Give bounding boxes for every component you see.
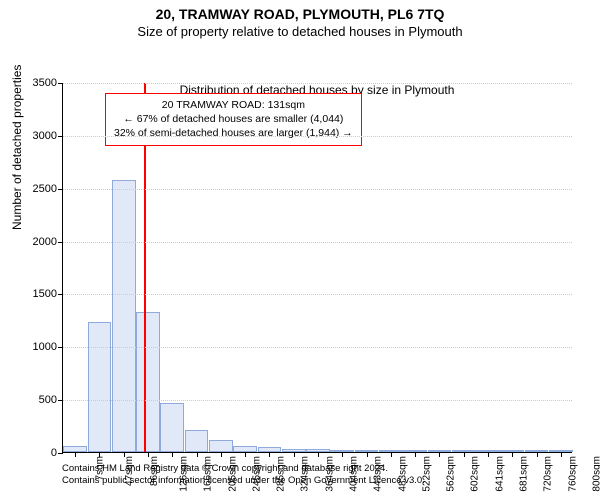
ytick-label: 1000 bbox=[33, 341, 57, 353]
xtick-label: 126sqm bbox=[179, 456, 190, 492]
histogram-bar bbox=[88, 322, 112, 452]
xtick-mark bbox=[197, 452, 198, 457]
xtick-label: 166sqm bbox=[203, 456, 214, 492]
ytick-mark bbox=[58, 400, 63, 401]
xtick-mark bbox=[561, 452, 562, 457]
ytick-mark bbox=[58, 294, 63, 295]
xtick-label: 760sqm bbox=[567, 456, 578, 492]
grid-line bbox=[63, 294, 572, 295]
xtick-label: 364sqm bbox=[324, 456, 335, 492]
histogram-bar bbox=[136, 312, 160, 452]
ytick-label: 1500 bbox=[33, 288, 57, 300]
ytick-mark bbox=[58, 83, 63, 84]
xtick-label: 404sqm bbox=[349, 456, 360, 492]
xtick-mark bbox=[245, 452, 246, 457]
xtick-label: 800sqm bbox=[591, 456, 600, 492]
xtick-mark bbox=[439, 452, 440, 457]
ytick-label: 0 bbox=[51, 447, 57, 459]
ytick-mark bbox=[58, 242, 63, 243]
xtick-mark bbox=[221, 452, 222, 457]
xtick-label: 483sqm bbox=[397, 456, 408, 492]
xtick-mark bbox=[537, 452, 538, 457]
xtick-label: 562sqm bbox=[446, 456, 457, 492]
xtick-mark bbox=[172, 452, 173, 457]
ytick-mark bbox=[58, 453, 63, 454]
xtick-label: 720sqm bbox=[543, 456, 554, 492]
ytick-mark bbox=[58, 347, 63, 348]
histogram-bar bbox=[160, 403, 184, 452]
xtick-label: 86sqm bbox=[149, 456, 160, 486]
y-axis-label: Number of detached properties bbox=[10, 65, 24, 230]
xtick-label: 205sqm bbox=[227, 456, 238, 492]
xtick-mark bbox=[75, 452, 76, 457]
plot-area: 20 TRAMWAY ROAD: 131sqm ← 67% of detache… bbox=[62, 83, 572, 453]
xtick-mark bbox=[464, 452, 465, 457]
xtick-mark bbox=[367, 452, 368, 457]
xtick-mark bbox=[512, 452, 513, 457]
histogram-bar bbox=[185, 430, 209, 452]
xtick-mark bbox=[294, 452, 295, 457]
xtick-label: 245sqm bbox=[251, 456, 262, 492]
histogram-bar bbox=[112, 180, 136, 452]
xtick-mark bbox=[342, 452, 343, 457]
xtick-mark bbox=[318, 452, 319, 457]
grid-line bbox=[63, 83, 572, 84]
xtick-mark bbox=[124, 452, 125, 457]
page-title: 20, TRAMWAY ROAD, PLYMOUTH, PL6 7TQ bbox=[0, 0, 600, 22]
xtick-label: 522sqm bbox=[421, 456, 432, 492]
xtick-mark bbox=[488, 452, 489, 457]
xtick-mark bbox=[148, 452, 149, 457]
grid-line bbox=[63, 136, 572, 137]
xtick-label: 641sqm bbox=[494, 456, 505, 492]
info-line-2: ← 67% of detached houses are smaller (4,… bbox=[114, 112, 353, 126]
xtick-mark bbox=[99, 452, 100, 457]
property-info-box: 20 TRAMWAY ROAD: 131sqm ← 67% of detache… bbox=[105, 93, 362, 146]
xtick-mark bbox=[391, 452, 392, 457]
chart-subtitle: Size of property relative to detached ho… bbox=[0, 22, 600, 39]
ytick-label: 2000 bbox=[33, 236, 57, 248]
ytick-label: 2500 bbox=[33, 183, 57, 195]
chart-container: 20 TRAMWAY ROAD: 131sqm ← 67% of detache… bbox=[62, 83, 572, 453]
ytick-mark bbox=[58, 136, 63, 137]
xtick-label: 324sqm bbox=[300, 456, 311, 492]
grid-line bbox=[63, 400, 572, 401]
ytick-label: 3000 bbox=[33, 130, 57, 142]
xtick-label: 285sqm bbox=[276, 456, 287, 492]
ytick-mark bbox=[58, 189, 63, 190]
histogram-bar bbox=[209, 440, 233, 452]
grid-line bbox=[63, 189, 572, 190]
ytick-label: 3500 bbox=[33, 77, 57, 89]
xtick-label: 602sqm bbox=[470, 456, 481, 492]
info-line-3: 32% of semi-detached houses are larger (… bbox=[114, 126, 353, 140]
xtick-label: 681sqm bbox=[519, 456, 530, 492]
grid-line bbox=[63, 242, 572, 243]
xtick-mark bbox=[415, 452, 416, 457]
grid-line bbox=[63, 347, 572, 348]
ytick-label: 500 bbox=[39, 394, 57, 406]
xtick-label: 47sqm bbox=[124, 456, 135, 486]
xtick-label: 7sqm bbox=[95, 456, 106, 480]
xtick-label: 443sqm bbox=[373, 456, 384, 492]
xtick-mark bbox=[269, 452, 270, 457]
info-line-1: 20 TRAMWAY ROAD: 131sqm bbox=[114, 98, 353, 112]
